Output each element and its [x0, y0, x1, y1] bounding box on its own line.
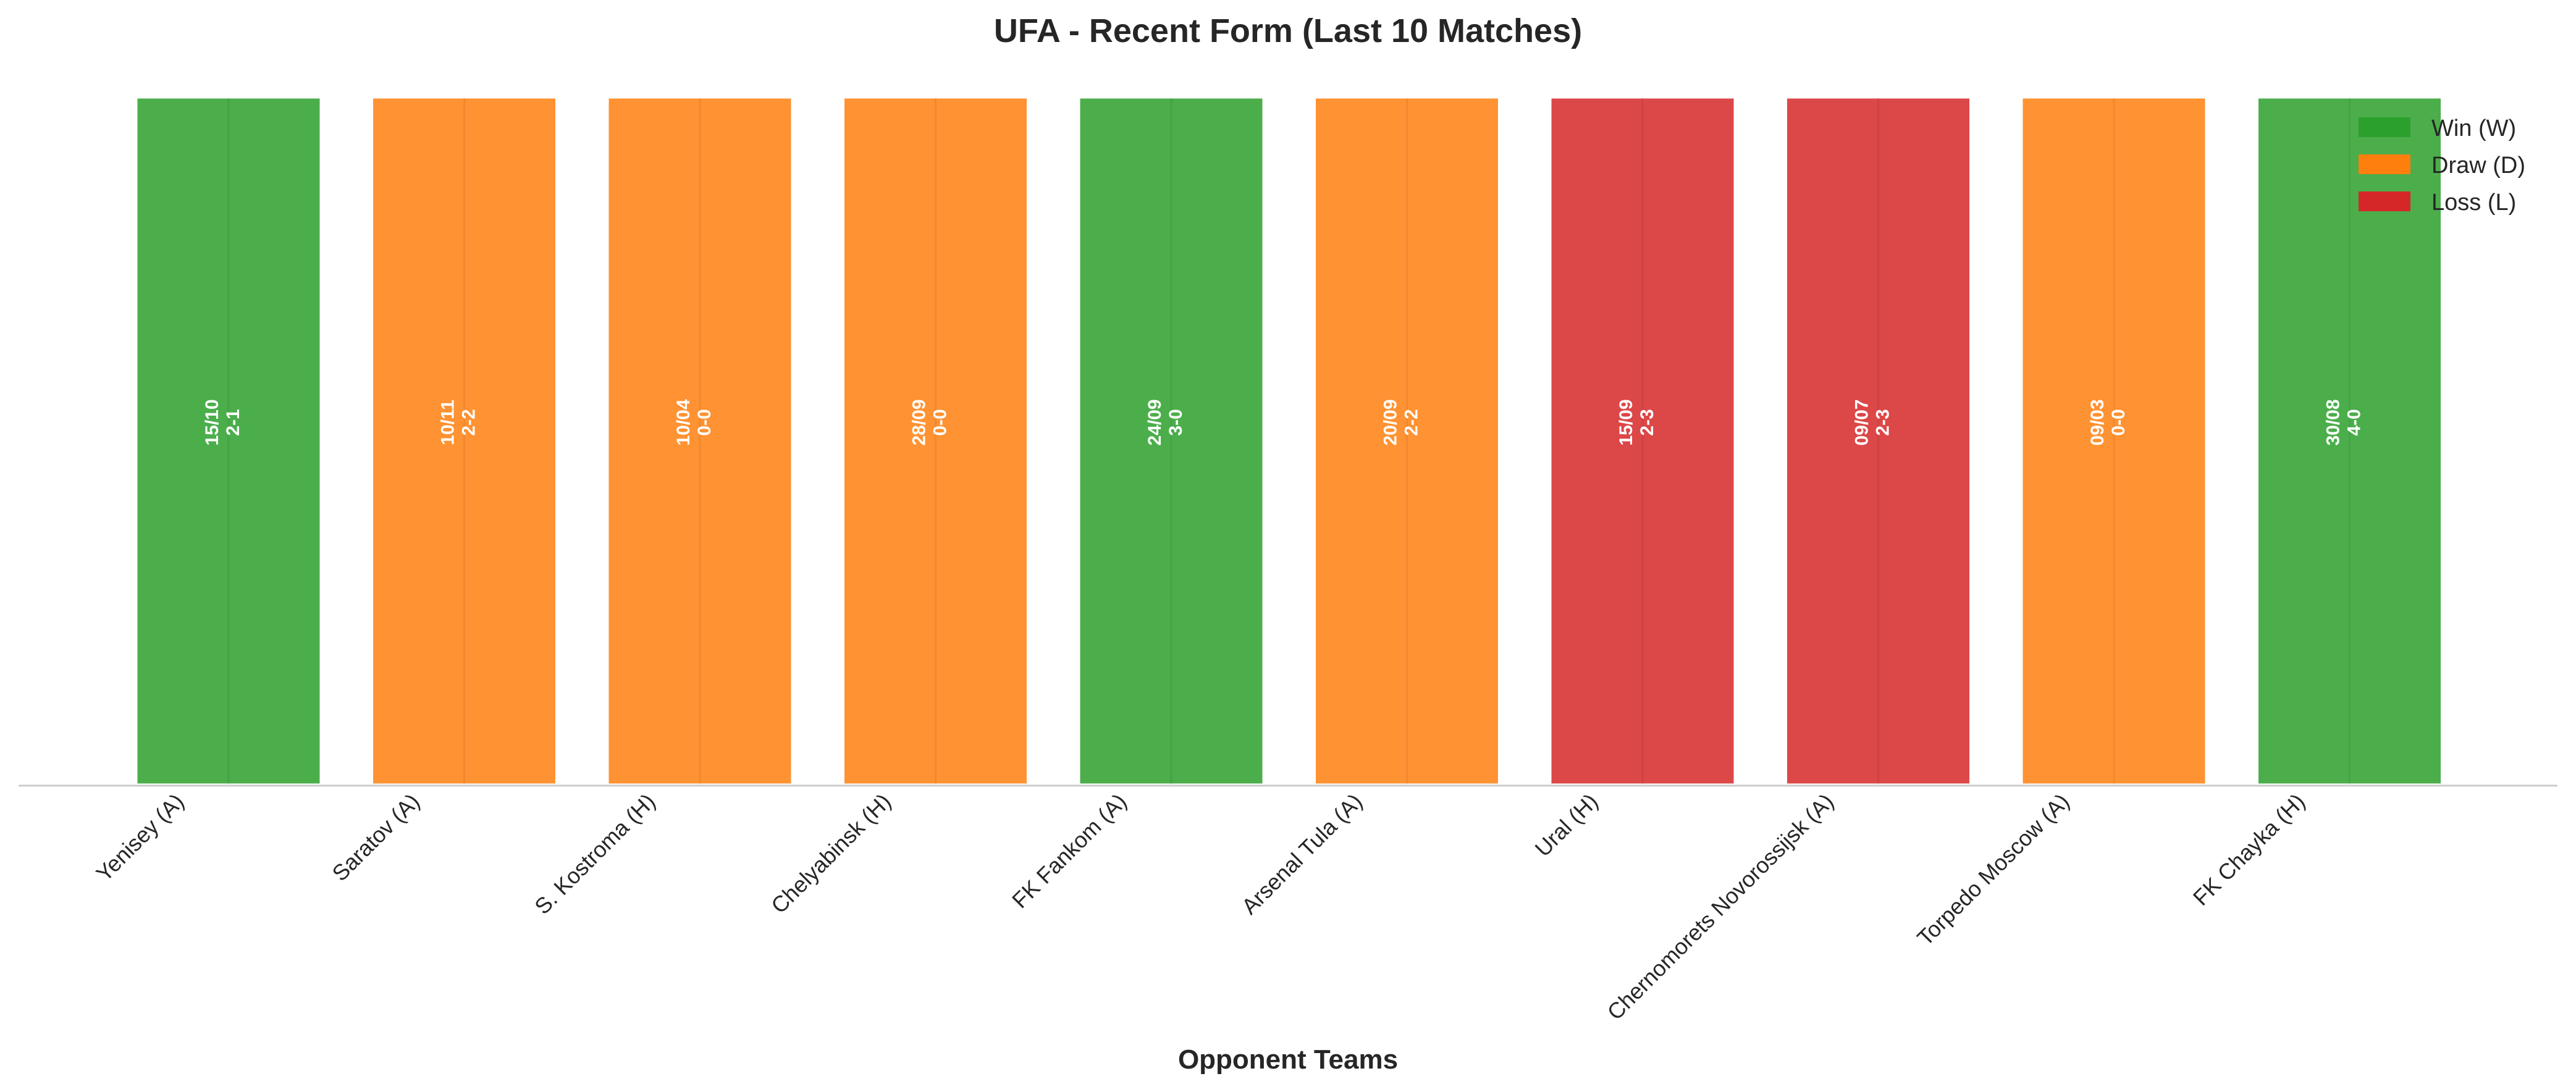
- legend: Win (W) Draw (D) Loss (L): [2359, 116, 2525, 216]
- bar-date-label-6: 20/09: [1381, 399, 1401, 445]
- chart-title: UFA - Recent Form (Last 10 Matches): [994, 12, 1582, 49]
- x-tick-label-1: Yenisey (A): [91, 789, 188, 886]
- bar-8: [1785, 96, 1971, 786]
- bar-date-label-3: 10/04: [673, 399, 694, 445]
- bar-4: [843, 96, 1029, 786]
- x-tick-label-3: S. Kostroma (H): [529, 789, 660, 919]
- bar-score-label-10: 4-0: [2344, 409, 2365, 435]
- bar-6: [1314, 96, 1500, 786]
- legend-label-w: Win (W): [2431, 116, 2516, 141]
- x-tick-label-5: FK Fankom (A): [1007, 789, 1132, 914]
- bar-score-label-9: 0-0: [2108, 409, 2129, 435]
- x-tick-label-7: Ural (H): [1530, 789, 1603, 862]
- bar-score-label-8: 2-3: [1873, 409, 1893, 435]
- x-tick-label-6: Arsenal Tula (A): [1237, 789, 1368, 920]
- x-tick-label-4: Chelyabinsk (H): [766, 789, 896, 918]
- legend-swatch-l: [2359, 191, 2410, 211]
- bar-date-label-7: 15/09: [1616, 399, 1636, 445]
- bar-date-label-1: 15/10: [202, 399, 222, 445]
- legend-swatch-w: [2359, 117, 2410, 137]
- bar-date-label-10: 30/08: [2323, 399, 2344, 445]
- bar-9: [2021, 96, 2207, 786]
- x-axis-label: Opponent Teams: [1178, 1044, 1398, 1075]
- bar-score-label-6: 2-2: [1402, 409, 1422, 435]
- bar-score-label-7: 2-3: [1637, 409, 1657, 435]
- x-tick-label-10: FK Chayka (H): [2188, 789, 2310, 910]
- legend-label-d: Draw (D): [2431, 153, 2525, 178]
- bar-date-label-2: 10/11: [438, 400, 458, 445]
- bar-date-label-9: 09/03: [2087, 399, 2108, 445]
- x-tick-label-9: Torpedo Moscow (A): [1912, 789, 2074, 951]
- bar-date-label-5: 24/09: [1145, 399, 1165, 445]
- x-tick-labels: Yenisey (A) Saratov (A) S. Kostroma (H) Che…: [91, 789, 2310, 1025]
- legend-label-l: Loss (L): [2431, 190, 2516, 216]
- x-tick-label-8: Chernomorets Novorossijsk (A): [1602, 789, 1839, 1025]
- bar-score-label-1: 2-1: [223, 409, 243, 435]
- bar-score-label-2: 2-2: [459, 409, 479, 435]
- legend-swatch-d: [2359, 154, 2410, 174]
- x-tick-label-2: Saratov (A): [327, 789, 424, 886]
- bar-10: [2257, 96, 2443, 786]
- bar-score-label-5: 3-0: [1166, 409, 1186, 435]
- bar-5: [1078, 96, 1265, 786]
- bar-2: [371, 96, 557, 786]
- bar-7: [1549, 96, 1736, 786]
- bar-3: [607, 96, 793, 786]
- bar-1: [135, 96, 322, 786]
- bar-date-label-8: 09/07: [1852, 399, 1872, 445]
- bars-group: 15/10 2-1 10/11 2-2 10/04 0-0 28/09 0-0 24/09 3-0…: [135, 96, 2443, 786]
- bar-score-label-4: 0-0: [930, 409, 951, 435]
- bar-date-label-4: 28/09: [909, 399, 930, 445]
- bar-score-label-3: 0-0: [694, 409, 715, 435]
